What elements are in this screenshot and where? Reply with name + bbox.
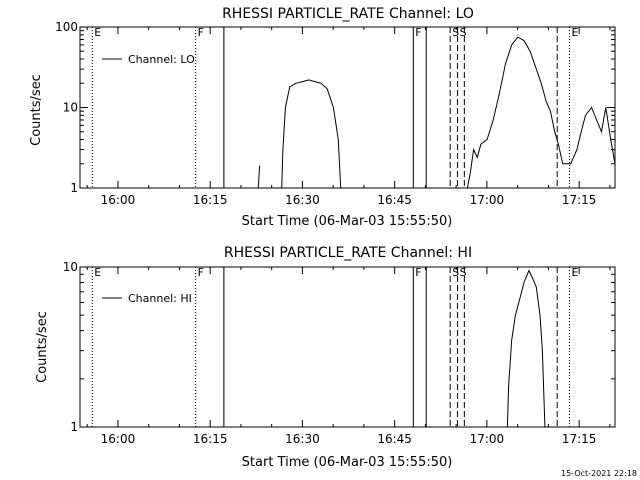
lo-x-tick-label-2: 16:30 bbox=[285, 193, 320, 207]
hi-marker-label-3: F bbox=[415, 266, 421, 279]
lo-marker-label-5: S bbox=[452, 26, 459, 39]
lo-marker-label-0: E bbox=[94, 26, 101, 39]
lo-marker-label-9: E bbox=[571, 26, 578, 39]
lo-x-tick-label-3: 16:45 bbox=[377, 193, 412, 207]
hi-marker-label-0: E bbox=[94, 266, 101, 279]
lo-panel-xlabel: Start Time (06-Mar-03 15:55:50) bbox=[242, 214, 453, 229]
footer-timestamp: 15-Oct-2021 22:18 bbox=[561, 469, 637, 478]
lo-x-tick-label-0: 16:00 bbox=[101, 193, 136, 207]
hi-y-tick-label-1: 10 bbox=[63, 260, 78, 274]
hi-x-tick-label-4: 17:00 bbox=[470, 432, 505, 446]
hi-panel-title: RHESSI PARTICLE_RATE Channel: HI bbox=[224, 245, 472, 261]
lo-series-line-segment-2 bbox=[466, 36, 615, 188]
hi-marker-label-9: E bbox=[571, 266, 578, 279]
lo-y-tick-label-1: 10 bbox=[63, 101, 78, 115]
lo-panel-ylabel: Counts/sec bbox=[29, 74, 44, 146]
lo-marker-label-1: F bbox=[198, 26, 204, 39]
lo-y-tick-label-2: 100 bbox=[55, 20, 78, 34]
hi-panel-xlabel: Start Time (06-Mar-03 15:55:50) bbox=[242, 455, 453, 470]
lo-marker-label-3: F bbox=[415, 26, 421, 39]
hi-marker-label-6: S bbox=[460, 266, 467, 279]
lo-panel-title: RHESSI PARTICLE_RATE Channel: LO bbox=[222, 6, 474, 22]
lo-series-line-segment-0 bbox=[257, 165, 261, 188]
hi-marker-label-1: F bbox=[198, 266, 204, 279]
lo-x-tick-label-1: 16:15 bbox=[193, 193, 228, 207]
hi-x-tick-label-1: 16:15 bbox=[193, 432, 228, 446]
lo-plot-frame bbox=[79, 26, 616, 189]
lo-marker-label-6: S bbox=[460, 26, 467, 39]
hi-panel-ylabel: Counts/sec bbox=[35, 311, 50, 383]
hi-y-tick-label-0: 1 bbox=[70, 420, 78, 434]
hi-x-tick-label-5: 17:15 bbox=[562, 432, 597, 446]
lo-x-tick-label-4: 17:00 bbox=[470, 193, 505, 207]
lo-x-tick-label-5: 17:15 bbox=[562, 193, 597, 207]
lo-legend-label: Channel: LO bbox=[128, 53, 195, 66]
hi-x-tick-label-3: 16:45 bbox=[377, 432, 412, 446]
lo-channel-panel: RHESSI PARTICLE_RATE Channel: LO Counts/… bbox=[29, 6, 616, 229]
hi-series-line-segment-0 bbox=[506, 269, 546, 427]
lo-series-line-segment-1 bbox=[281, 79, 342, 188]
hi-legend-label: Channel: HI bbox=[128, 292, 192, 305]
hi-channel-panel: RHESSI PARTICLE_RATE Channel: HI Counts/… bbox=[35, 245, 616, 470]
hi-x-tick-label-0: 16:00 bbox=[101, 432, 136, 446]
lo-y-tick-label-0: 1 bbox=[70, 181, 78, 195]
hi-x-tick-label-2: 16:30 bbox=[285, 432, 320, 446]
hi-marker-label-5: S bbox=[452, 266, 459, 279]
hi-plot-frame bbox=[79, 266, 616, 428]
